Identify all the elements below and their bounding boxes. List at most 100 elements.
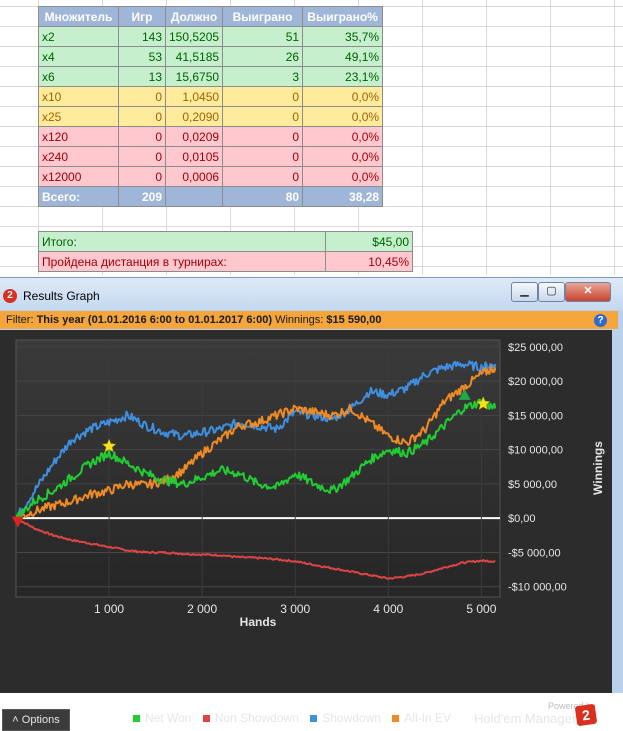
cell-mult[interactable]: x240: [38, 146, 119, 167]
triangle-down-marker-icon[interactable]: [11, 516, 24, 528]
table-header-row: Множитель Игр Должно Выиграно Выиграно%: [38, 6, 384, 27]
cell-expected[interactable]: 1,0450: [164, 86, 224, 107]
legend-label: Non Showdown: [214, 711, 299, 725]
table-row: x12000 0 0,0006 0 0,0%: [38, 166, 384, 187]
cell-pct[interactable]: 0,0%: [302, 86, 384, 107]
cell-expected[interactable]: 0,0209: [164, 126, 224, 147]
x-tick-label: 1 000: [94, 602, 124, 616]
cell-mult[interactable]: x25: [38, 106, 119, 127]
y-tick-label: $25 000,00: [508, 342, 563, 354]
header-games[interactable]: Игр: [118, 6, 166, 27]
cell-games[interactable]: 143: [118, 26, 166, 47]
cell-won[interactable]: 51: [222, 26, 304, 47]
cell-pct[interactable]: 23,1%: [302, 66, 384, 87]
cell-won[interactable]: 0: [222, 86, 304, 107]
results-chart: $25 000,00 $20 000,00 $15 000,00 $10 000,00…: [11, 339, 605, 629]
window-titlebar[interactable]: 2 Results Graph ▁ ▢ ✕: [0, 278, 623, 310]
winnings-value: $15 590,00: [326, 314, 382, 326]
close-button[interactable]: ✕: [565, 282, 611, 302]
winnings-label: Winnings:: [275, 314, 324, 326]
cell-pct[interactable]: 0,0%: [302, 126, 384, 147]
legend-swatch: [133, 715, 140, 723]
legend-swatch: [202, 715, 210, 723]
legend-item-net-won[interactable]: Net Won: [133, 711, 191, 725]
results-graph-window: 2 Results Graph ▁ ▢ ✕ Filter: This year …: [0, 277, 623, 731]
cell-won[interactable]: 26: [222, 46, 304, 67]
legend-item-showdown[interactable]: Showdown: [310, 711, 381, 725]
legend-label: Showdown: [322, 711, 381, 725]
cell-expected[interactable]: 15,6750: [164, 66, 224, 87]
cell-games[interactable]: 0: [118, 166, 166, 187]
cell-pct[interactable]: 0,0%: [302, 146, 384, 167]
total-label[interactable]: Всего:: [38, 186, 119, 207]
total-won[interactable]: 80: [222, 186, 304, 207]
distance-label[interactable]: Пройдена дистанция в турнирах:: [38, 251, 326, 272]
total-games[interactable]: 209: [118, 186, 166, 207]
cell-expected[interactable]: 41,5185: [164, 46, 224, 67]
cell-mult[interactable]: x10: [38, 86, 119, 107]
series-line-non-showdown[interactable]: [15, 517, 496, 580]
help-icon[interactable]: ?: [594, 314, 607, 327]
brand-logo-icon: 2: [574, 703, 598, 727]
minimize-button[interactable]: ▁: [511, 282, 538, 302]
legend-item-all-in-ev[interactable]: All-In EV: [392, 711, 451, 725]
series-line-all-in-ev[interactable]: [15, 365, 497, 520]
total-percent[interactable]: 38,28: [302, 186, 384, 207]
triangle-up-marker-icon[interactable]: [458, 388, 471, 400]
cell-won[interactable]: 3: [222, 66, 304, 87]
itogo-value[interactable]: $45,00: [325, 231, 413, 252]
maximize-button[interactable]: ▢: [538, 282, 565, 302]
table-body: x2 143 150,5205 51 35,7% x4 53 41,5185 26 49,1% x6…: [38, 26, 384, 187]
header-multiplier[interactable]: Множитель: [38, 6, 119, 27]
cell-mult[interactable]: x12000: [38, 166, 119, 187]
cell-games[interactable]: 13: [118, 66, 166, 87]
table-row: x25 0 0,2090 0 0,0%: [38, 106, 384, 127]
cell-won[interactable]: 0: [222, 106, 304, 127]
holdem-manager-logo-icon: 2: [3, 289, 17, 303]
cell-pct[interactable]: 0,0%: [302, 166, 384, 187]
cell-games[interactable]: 0: [118, 146, 166, 167]
header-expected[interactable]: Должно: [164, 6, 224, 27]
x-tick-label: 5 000: [466, 602, 496, 616]
distance-value[interactable]: 10,45%: [325, 251, 413, 272]
options-label: Options: [21, 714, 60, 726]
cell-mult[interactable]: x4: [38, 46, 119, 67]
series-line-showdown[interactable]: [15, 360, 497, 519]
options-button[interactable]: ˄ Options: [2, 709, 70, 731]
header-won-percent[interactable]: Выиграно%: [302, 6, 384, 27]
star-marker-icon[interactable]: [101, 438, 117, 453]
cell-mult[interactable]: x120: [38, 126, 119, 147]
cell-won[interactable]: 0: [222, 126, 304, 147]
legend-label: Net Won: [145, 711, 192, 725]
y-tick-label: $15 000,00: [508, 410, 563, 422]
total-expected[interactable]: [164, 186, 224, 207]
filter-prefix: Filter:: [6, 314, 34, 326]
y-axis-title: Winnings: [591, 441, 605, 495]
star-marker-icon[interactable]: [475, 396, 491, 410]
x-axis-title: Hands: [240, 615, 277, 629]
filter-bar[interactable]: Filter: This year (01.01.2016 6:00 to 01…: [0, 311, 618, 329]
cell-pct[interactable]: 0,0%: [302, 106, 384, 127]
series-line-net-won[interactable]: [15, 398, 497, 519]
summary-table: Итого: $45,00 Пройдена дистанция в турни…: [38, 231, 413, 272]
cell-pct[interactable]: 35,7%: [302, 26, 384, 47]
itogo-label[interactable]: Итого:: [38, 231, 326, 252]
cell-won[interactable]: 0: [222, 166, 304, 187]
cell-expected[interactable]: 0,2090: [164, 106, 224, 127]
cell-won[interactable]: 0: [222, 146, 304, 167]
cell-games[interactable]: 53: [118, 46, 166, 67]
cell-pct[interactable]: 49,1%: [302, 46, 384, 67]
cell-games[interactable]: 0: [118, 86, 166, 107]
cell-expected[interactable]: 0,0105: [164, 146, 224, 167]
cell-mult[interactable]: x2: [38, 26, 119, 47]
cell-games[interactable]: 0: [118, 106, 166, 127]
filter-range: This year (01.01.2016 6:00 to 01.01.2017…: [36, 314, 272, 326]
cell-mult[interactable]: x6: [38, 66, 119, 87]
cell-games[interactable]: 0: [118, 126, 166, 147]
grid: [16, 340, 500, 597]
table-row: x2 143 150,5205 51 35,7%: [38, 26, 384, 47]
header-won[interactable]: Выиграно: [222, 6, 304, 27]
cell-expected[interactable]: 150,5205: [164, 26, 224, 47]
cell-expected[interactable]: 0,0006: [164, 166, 224, 187]
legend-item-non-showdown[interactable]: Non Showdown: [202, 711, 299, 725]
